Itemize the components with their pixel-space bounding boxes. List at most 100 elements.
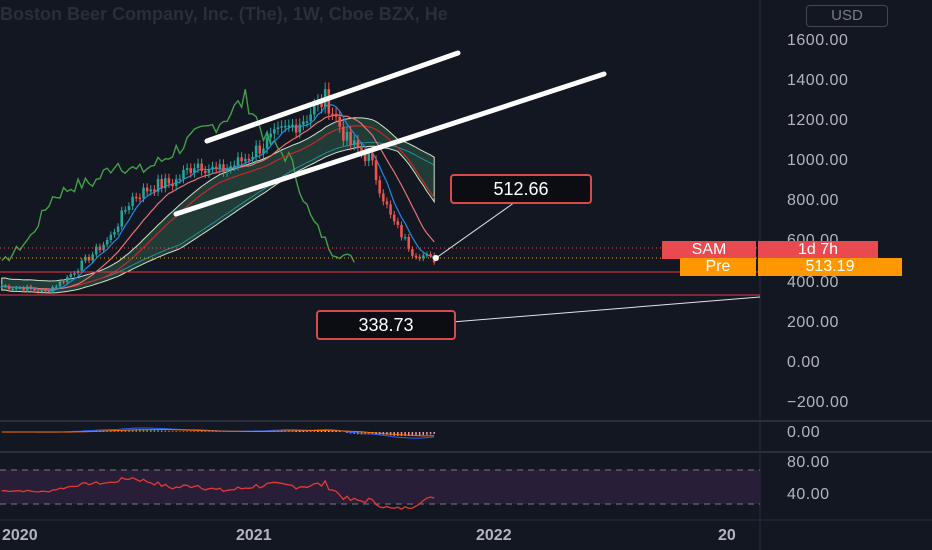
ichimoku-cloud [1, 117, 435, 294]
candle-body [287, 125, 291, 127]
candle-body [204, 170, 207, 174]
candle-body [167, 178, 171, 184]
candle-body [87, 256, 91, 261]
chart-title: Boston Beer Company, Inc. (The), 1W, Cbo… [0, 4, 448, 24]
candle-body [334, 113, 338, 117]
ma-line-fast [1, 104, 435, 292]
candle-body [44, 289, 47, 292]
ma-line-mid [1, 114, 435, 290]
candle-body [254, 145, 258, 157]
price-tick: 800.00 [787, 192, 839, 209]
candle-body [29, 286, 33, 289]
candle-body [113, 231, 116, 235]
candle-body [400, 224, 403, 238]
price-callout-lower[interactable]: 338.73 [316, 310, 456, 340]
candle-body [149, 189, 153, 192]
time-tick: 2021 [236, 527, 272, 544]
candle-body [18, 287, 22, 290]
macd-tick: 0.00 [787, 424, 821, 441]
candle-body [160, 179, 163, 189]
candle-body [225, 168, 229, 173]
candle-body [207, 169, 211, 174]
candle-body [73, 273, 76, 275]
candle-body [374, 160, 378, 181]
candle-body [429, 254, 432, 256]
candle-body [356, 140, 360, 149]
candle-body [91, 254, 94, 261]
candle-body [294, 124, 298, 133]
candle-body [309, 114, 312, 122]
rsi-line [1, 476, 435, 510]
candle-body [182, 170, 185, 179]
candle-body [385, 201, 389, 205]
candle-body [145, 187, 149, 192]
candle-body [327, 89, 331, 114]
callout-connector [451, 296, 761, 323]
candle-body [55, 286, 58, 288]
candle-body [414, 255, 418, 258]
price-tick: 1000.00 [787, 152, 849, 169]
candle-body [218, 164, 222, 169]
currency-button[interactable]: USD [806, 5, 888, 27]
candle-body [200, 163, 203, 171]
candle-body [116, 226, 120, 232]
callout-connector [435, 199, 519, 259]
candle-body [65, 277, 69, 283]
candle-body [360, 148, 363, 153]
candle-body [273, 129, 276, 134]
candle-body [392, 214, 396, 222]
candle-body [269, 133, 272, 138]
candle-body [185, 168, 189, 171]
premarket-label-tag: Pre [680, 258, 756, 276]
candle-body [7, 285, 11, 289]
candle-body [305, 121, 309, 123]
candle-body [298, 124, 302, 133]
candle-body [69, 274, 73, 278]
candle-body [320, 100, 323, 108]
candle-body [36, 290, 40, 293]
candle-body [164, 178, 167, 189]
price-tick: 400.00 [787, 274, 839, 291]
candle-body [396, 221, 400, 225]
candle-body [127, 206, 131, 211]
countdown-tag: 1d 7h [758, 241, 878, 259]
symbol-tag: SAM [662, 241, 756, 259]
price-tick: −200.00 [787, 394, 849, 411]
candle-body [349, 131, 352, 145]
price-tick: 0.00 [787, 354, 821, 371]
candle-body [109, 234, 113, 241]
candle-body [338, 116, 341, 127]
candle-body [276, 127, 280, 130]
candle-body [233, 165, 236, 167]
candle-body [345, 131, 349, 141]
time-tick: 20 [718, 527, 736, 544]
rsi-tick: 80.00 [787, 454, 830, 471]
candle-body [98, 246, 102, 251]
candle-body [258, 145, 262, 154]
rsi-band [0, 470, 760, 504]
price-callout-upper[interactable]: 512.66 [450, 174, 592, 204]
candle-body [51, 287, 54, 292]
candle-body [25, 286, 29, 291]
candle-body [251, 156, 254, 160]
candle-body [174, 179, 178, 187]
candle-body [407, 237, 411, 250]
candle-body [247, 158, 251, 161]
candle-body [142, 187, 145, 199]
candle-body [262, 148, 265, 154]
candle-body [342, 126, 345, 141]
time-tick: 2020 [2, 527, 38, 544]
candle-body [0, 286, 4, 288]
channel-line-upper [204, 50, 461, 144]
candle-body [352, 140, 356, 145]
candle-body [171, 183, 174, 187]
candle-body [283, 125, 287, 128]
candle-body [58, 281, 62, 287]
candle-body [425, 254, 429, 256]
price-tick: 1400.00 [787, 72, 849, 89]
candle-body [138, 197, 142, 200]
candle-body [84, 256, 87, 261]
candle-body [193, 168, 196, 173]
candle-body [243, 158, 247, 162]
